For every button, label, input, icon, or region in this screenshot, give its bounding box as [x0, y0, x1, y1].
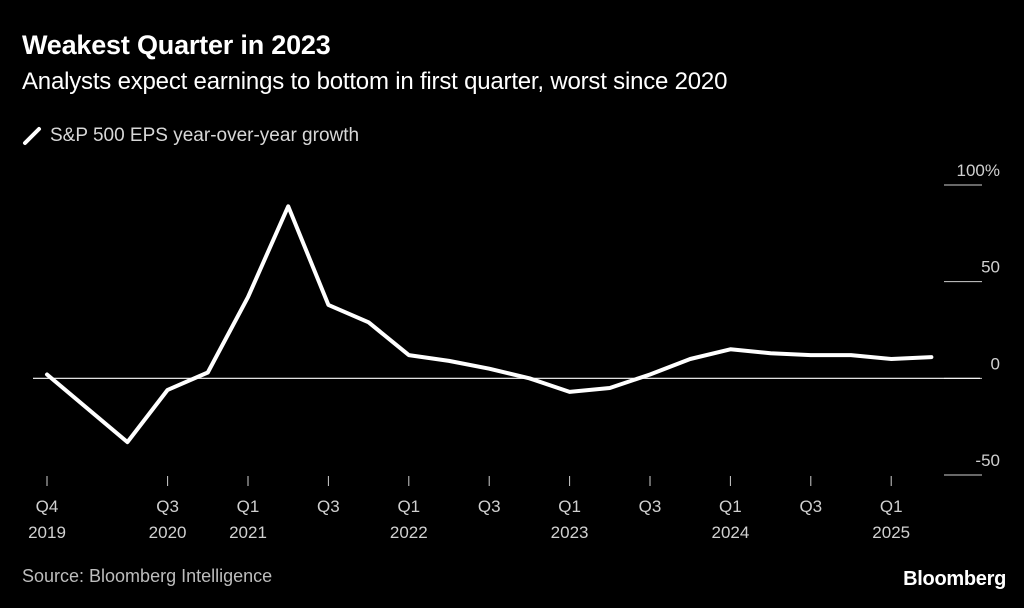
bloomberg-logo: Bloomberg [903, 568, 1006, 590]
x-tick-label-quarter: Q1 [719, 497, 742, 516]
chart-subtitle: Analysts expect earnings to bottom in fi… [22, 68, 728, 95]
x-tick-label-year: 2022 [390, 523, 428, 542]
x-tick-label-quarter: Q4 [36, 497, 59, 516]
source-note: Source: Bloomberg Intelligence [22, 566, 273, 586]
x-tick-label-year: 2020 [149, 523, 187, 542]
x-tick-label-quarter: Q3 [478, 497, 501, 516]
chart-title: Weakest Quarter in 2023 [22, 30, 331, 60]
x-tick-label-quarter: Q3 [799, 497, 822, 516]
y-tick-label: 100% [957, 161, 1000, 180]
x-tick-label-quarter: Q1 [237, 497, 260, 516]
y-tick-label: 0 [991, 354, 1000, 373]
x-tick-label-year: 2021 [229, 523, 267, 542]
series-line-eps-growth [45, 204, 934, 445]
legend-swatch-icon [23, 127, 41, 145]
y-tick-label: 50 [981, 258, 1000, 277]
x-tick-label-quarter: Q1 [397, 497, 420, 516]
x-tick-label-year: 2024 [711, 523, 749, 542]
legend: S&P 500 EPS year-over-year growth [22, 124, 359, 148]
legend-label: S&P 500 EPS year-over-year growth [50, 125, 360, 146]
x-tick-label-quarter: Q1 [558, 497, 581, 516]
x-tick-label-quarter: Q3 [639, 497, 662, 516]
x-tick-label-quarter: Q3 [317, 497, 340, 516]
x-tick-label-year: 2019 [28, 523, 66, 542]
y-tick-label: -50 [975, 451, 1000, 470]
x-tick-label-quarter: Q1 [880, 497, 903, 516]
x-tick-label-quarter: Q3 [156, 497, 179, 516]
x-tick-label-year: 2025 [872, 523, 910, 542]
x-tick-label-year: 2023 [551, 523, 589, 542]
